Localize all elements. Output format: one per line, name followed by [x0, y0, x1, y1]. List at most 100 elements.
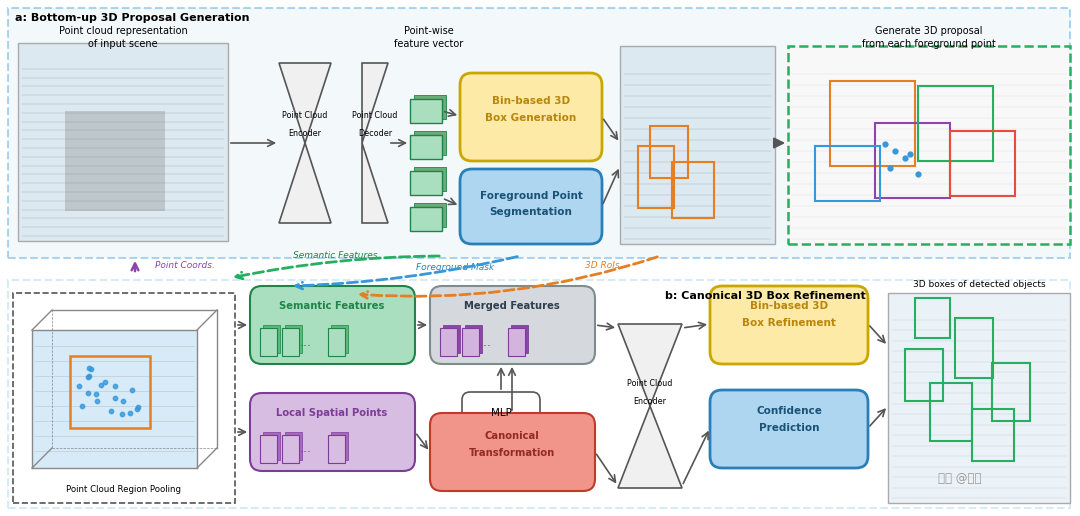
- Bar: [328, 435, 345, 463]
- Bar: [18, 43, 228, 241]
- Text: Point cloud representation: Point cloud representation: [58, 26, 187, 36]
- Text: Prediction: Prediction: [759, 423, 820, 433]
- Polygon shape: [279, 143, 330, 223]
- Text: ...: ...: [300, 443, 312, 456]
- Bar: [414, 131, 446, 155]
- Text: feature vector: feature vector: [394, 39, 463, 49]
- Point: [107, 382, 124, 391]
- Point: [909, 170, 927, 178]
- Bar: [462, 328, 480, 356]
- Point: [887, 147, 904, 155]
- FancyBboxPatch shape: [430, 413, 595, 491]
- Bar: [672, 162, 714, 218]
- Bar: [915, 298, 950, 338]
- Bar: [410, 135, 442, 159]
- Bar: [815, 146, 880, 201]
- Bar: [13, 293, 235, 503]
- Bar: [8, 8, 1070, 258]
- Bar: [8, 280, 1070, 508]
- Text: Generate 3D proposal: Generate 3D proposal: [875, 26, 983, 36]
- Bar: [875, 123, 950, 198]
- Point: [81, 372, 98, 380]
- Bar: [888, 293, 1070, 503]
- Point: [130, 404, 147, 412]
- Text: Box Refinement: Box Refinement: [742, 318, 836, 328]
- Point: [121, 409, 138, 417]
- Bar: [285, 432, 302, 460]
- Text: b: Canonical 3D Box Refinement: b: Canonical 3D Box Refinement: [665, 291, 866, 301]
- Bar: [638, 146, 674, 208]
- Bar: [264, 432, 280, 460]
- Text: Semantic Features: Semantic Features: [280, 301, 384, 311]
- FancyBboxPatch shape: [710, 390, 868, 468]
- Text: Encoder: Encoder: [288, 128, 322, 137]
- Bar: [620, 46, 775, 244]
- Point: [89, 397, 106, 405]
- Point: [881, 164, 899, 172]
- Bar: [410, 99, 442, 123]
- Bar: [511, 325, 528, 353]
- Text: Foreground Point: Foreground Point: [480, 191, 582, 201]
- Bar: [950, 131, 1015, 196]
- Point: [896, 154, 914, 162]
- Bar: [282, 328, 299, 356]
- Text: Bin-based 3D: Bin-based 3D: [491, 96, 570, 106]
- Point: [87, 390, 105, 398]
- Point: [73, 402, 91, 410]
- Bar: [414, 203, 446, 227]
- Text: 知乎 @玉峰: 知乎 @玉峰: [939, 472, 982, 485]
- Polygon shape: [362, 63, 388, 143]
- Bar: [264, 325, 280, 353]
- Text: Foreground Mask: Foreground Mask: [416, 264, 495, 272]
- Bar: [328, 328, 345, 356]
- Point: [79, 389, 96, 397]
- Text: Point Cloud Region Pooling: Point Cloud Region Pooling: [67, 486, 181, 494]
- Bar: [285, 325, 302, 353]
- Point: [114, 397, 132, 406]
- Text: Local Spatial Points: Local Spatial Points: [276, 408, 388, 418]
- Point: [82, 364, 99, 373]
- Bar: [650, 126, 688, 178]
- Text: Confidence: Confidence: [756, 406, 822, 416]
- Point: [102, 407, 119, 415]
- Text: MLP: MLP: [490, 408, 512, 418]
- Bar: [972, 409, 1014, 461]
- Point: [113, 410, 131, 418]
- Point: [70, 381, 87, 390]
- Bar: [260, 328, 276, 356]
- Point: [902, 150, 919, 158]
- Bar: [465, 325, 482, 353]
- Bar: [414, 167, 446, 191]
- Bar: [32, 330, 197, 468]
- Bar: [260, 435, 276, 463]
- Bar: [440, 328, 457, 356]
- FancyBboxPatch shape: [430, 286, 595, 364]
- Point: [107, 394, 124, 402]
- Bar: [788, 46, 1070, 244]
- Bar: [443, 325, 460, 353]
- Text: Encoder: Encoder: [634, 396, 666, 406]
- Bar: [905, 349, 943, 401]
- FancyBboxPatch shape: [249, 286, 415, 364]
- Point: [81, 364, 98, 372]
- Text: of input scene: of input scene: [89, 39, 158, 49]
- Text: Point Coords.: Point Coords.: [156, 262, 215, 270]
- Point: [876, 140, 893, 148]
- Text: Point Cloud: Point Cloud: [627, 379, 673, 389]
- Text: from each foreground point: from each foreground point: [862, 39, 996, 49]
- Bar: [410, 207, 442, 231]
- FancyBboxPatch shape: [710, 286, 868, 364]
- Bar: [930, 383, 972, 441]
- Text: ...: ...: [480, 335, 492, 348]
- Bar: [831, 81, 915, 166]
- FancyBboxPatch shape: [462, 392, 540, 434]
- Bar: [282, 435, 299, 463]
- Point: [79, 373, 96, 381]
- Bar: [330, 432, 348, 460]
- FancyBboxPatch shape: [460, 169, 602, 244]
- Text: Point Cloud: Point Cloud: [352, 110, 397, 120]
- Polygon shape: [362, 143, 388, 223]
- Text: Bin-based 3D: Bin-based 3D: [750, 301, 828, 311]
- Polygon shape: [618, 406, 681, 488]
- Bar: [993, 363, 1030, 421]
